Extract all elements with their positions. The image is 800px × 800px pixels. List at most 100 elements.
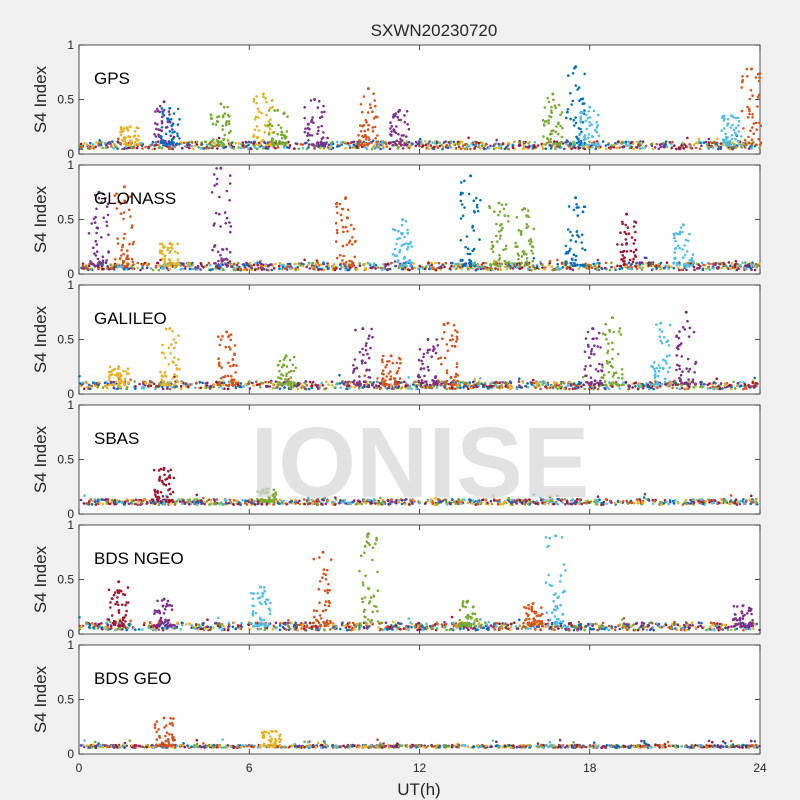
data-point <box>403 120 407 124</box>
data-point <box>579 115 583 118</box>
data-point <box>427 261 430 265</box>
data-point <box>161 110 164 113</box>
data-point <box>305 265 308 269</box>
data-point <box>313 147 316 150</box>
data-point <box>351 236 354 239</box>
data-point <box>228 221 231 224</box>
data-point <box>105 224 109 228</box>
data-point <box>169 352 172 355</box>
data-point <box>629 141 633 145</box>
data-point <box>322 136 325 139</box>
data-point <box>575 230 579 233</box>
data-point <box>265 100 268 104</box>
data-point <box>117 137 120 140</box>
data-point <box>507 220 510 223</box>
data-point <box>223 375 227 378</box>
data-point <box>439 383 442 387</box>
data-point <box>581 111 585 114</box>
data-point <box>542 123 546 126</box>
data-point <box>179 384 183 388</box>
data-point <box>422 381 425 385</box>
data-point <box>225 330 229 334</box>
data-point <box>97 142 101 146</box>
data-point <box>721 138 725 141</box>
data-point <box>120 248 123 252</box>
data-point <box>426 351 429 354</box>
data-point <box>239 146 243 150</box>
data-point <box>741 261 744 265</box>
data-point <box>687 370 690 373</box>
data-point <box>300 262 303 265</box>
data-point <box>410 262 413 265</box>
data-point <box>699 385 702 389</box>
data-point <box>484 261 488 265</box>
data-point <box>268 140 272 144</box>
data-point <box>217 259 220 263</box>
data-point <box>474 196 478 200</box>
data-point <box>436 344 440 347</box>
data-point <box>628 258 632 262</box>
data-point <box>276 108 280 112</box>
data-point <box>281 133 284 137</box>
data-point <box>445 379 449 383</box>
data-point <box>339 267 342 271</box>
data-point <box>326 146 330 149</box>
data-point <box>160 374 164 378</box>
data-point <box>339 263 342 267</box>
data-point <box>92 217 96 221</box>
data-point <box>752 122 756 125</box>
data-point <box>97 381 101 384</box>
data-point <box>543 268 547 271</box>
data-point <box>345 216 349 219</box>
data-point <box>442 380 446 384</box>
data-point <box>117 365 121 369</box>
data-point <box>683 253 687 257</box>
data-point <box>172 361 175 364</box>
data-point <box>427 147 430 151</box>
data-point <box>556 258 559 262</box>
data-point <box>676 383 680 386</box>
data-point <box>136 261 139 265</box>
data-point <box>457 145 461 149</box>
data-point <box>559 267 563 270</box>
data-point <box>267 124 271 127</box>
data-point <box>455 365 459 369</box>
data-point <box>307 139 310 142</box>
data-point <box>692 143 696 147</box>
data-point <box>556 387 559 391</box>
data-point <box>244 382 247 386</box>
data-point <box>745 267 748 271</box>
data-point <box>707 143 711 146</box>
data-point <box>222 138 225 141</box>
data-point <box>195 493 199 497</box>
data-point <box>554 145 557 149</box>
data-point <box>173 265 177 268</box>
data-point <box>702 263 705 267</box>
data-point <box>272 267 276 270</box>
data-point <box>539 380 542 384</box>
data-point <box>241 144 245 147</box>
data-point <box>614 381 617 385</box>
data-point <box>741 141 745 145</box>
data-point <box>216 250 220 254</box>
data-point <box>646 385 649 389</box>
data-point <box>116 237 119 240</box>
data-point <box>471 380 475 384</box>
data-point <box>335 231 339 235</box>
data-point <box>517 144 521 147</box>
data-point <box>511 146 515 150</box>
data-point <box>274 139 278 143</box>
data-point <box>448 144 451 148</box>
data-point <box>112 386 116 390</box>
data-point <box>472 229 476 232</box>
data-point <box>204 140 208 144</box>
data-point <box>389 377 393 381</box>
data-point <box>747 265 751 268</box>
data-point <box>596 124 599 127</box>
data-point <box>374 384 378 387</box>
data-point <box>278 369 281 373</box>
data-point <box>756 105 759 108</box>
data-point <box>301 143 305 146</box>
data-point <box>248 261 252 265</box>
data-point <box>347 268 351 272</box>
